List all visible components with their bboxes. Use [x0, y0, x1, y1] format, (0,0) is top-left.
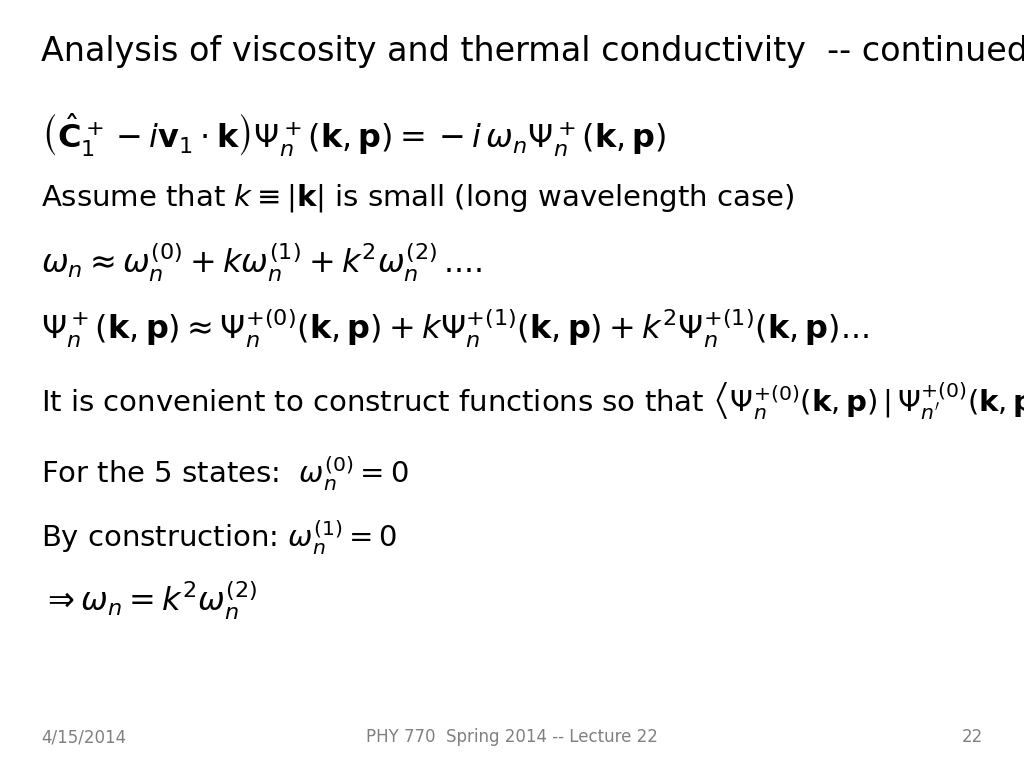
- Text: For the 5 states:  $\omega_n^{(0)} = 0$: For the 5 states: $\omega_n^{(0)} = 0$: [41, 455, 409, 493]
- Text: It is convenient to construct functions so that $\left\langle\Psi_n^{+(0)}(\math: It is convenient to construct functions …: [41, 380, 1024, 422]
- Text: By construction: $\omega_n^{(1)} = 0$: By construction: $\omega_n^{(1)} = 0$: [41, 518, 397, 557]
- Text: $\Psi^+_n(\mathbf{k},\mathbf{p}) \approx \Psi_n^{+(0)}(\mathbf{k},\mathbf{p}) + : $\Psi^+_n(\mathbf{k},\mathbf{p}) \approx…: [41, 307, 869, 349]
- Text: 4/15/2014: 4/15/2014: [41, 729, 126, 746]
- Text: 22: 22: [962, 729, 983, 746]
- Text: $\Rightarrow \omega_n = k^2\omega_n^{(2)}$: $\Rightarrow \omega_n = k^2\omega_n^{(2)…: [41, 580, 257, 622]
- Text: $\left(\hat{\mathbf{C}}^+_1 - i\mathbf{v}_1 \cdot \mathbf{k}\right)\Psi^+_n(\mat: $\left(\hat{\mathbf{C}}^+_1 - i\mathbf{v…: [41, 111, 667, 159]
- Text: Analysis of viscosity and thermal conductivity  -- continued: Analysis of viscosity and thermal conduc…: [41, 35, 1024, 68]
- Text: Assume that $k \equiv|\mathbf{k}|$ is small (long wavelength case): Assume that $k \equiv|\mathbf{k}|$ is sm…: [41, 182, 794, 214]
- Text: PHY 770  Spring 2014 -- Lecture 22: PHY 770 Spring 2014 -- Lecture 22: [366, 729, 658, 746]
- Text: $\omega_n \approx \omega_n^{(0)} + k\omega_n^{(1)} + k^2\omega_n^{(2)}\,\text{..: $\omega_n \approx \omega_n^{(0)} + k\ome…: [41, 242, 482, 284]
